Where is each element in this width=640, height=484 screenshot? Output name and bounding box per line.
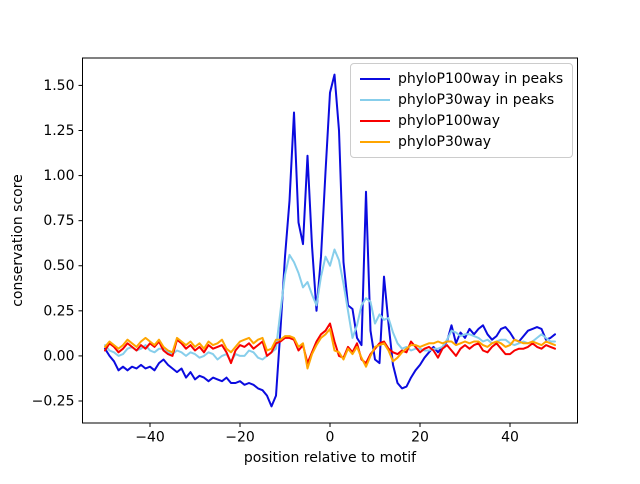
legend-swatch-phylop30way-in-peaks (360, 99, 390, 101)
y-axis-label: conservation score (10, 174, 26, 307)
series-line-phylop100way (104, 322, 556, 365)
legend: phyloP100way in peaks phyloP30way in pea… (350, 63, 574, 158)
y-tick-label: −0.25 (32, 393, 75, 409)
x-tick-label: 40 (501, 430, 519, 446)
y-tick-label: 1.50 (43, 78, 74, 94)
legend-item: phyloP30way (360, 133, 563, 151)
y-tick-label: 0.50 (43, 258, 74, 274)
y-tick-label: 1.25 (43, 123, 74, 139)
legend-swatch-phylop100way (360, 120, 390, 122)
series-line-phylop30way (104, 327, 556, 370)
legend-label: phyloP30way in peaks (398, 92, 555, 108)
y-tick-label: 1.00 (43, 168, 74, 184)
plot-frame (82, 57, 578, 424)
legend-swatch-phylop100way-in-peaks (360, 78, 390, 80)
x-tick-label: 20 (411, 430, 429, 446)
y-tick-label: 0.25 (43, 303, 74, 319)
legend-swatch-phylop30way (360, 141, 390, 143)
x-tick-label: 0 (326, 430, 335, 446)
x-tick-label: −20 (225, 430, 255, 446)
legend-label: phyloP30way (398, 134, 492, 150)
legend-item: phyloP30way in peaks (360, 91, 563, 109)
legend-item: phyloP100way in peaks (360, 70, 563, 88)
legend-item: phyloP100way (360, 112, 563, 130)
y-tick-label: 0.00 (43, 348, 74, 364)
x-axis-label: position relative to motif (244, 450, 417, 466)
legend-label: phyloP100way in peaks (398, 71, 564, 87)
x-tick-label: −40 (135, 430, 165, 446)
series-line-phylop30way-in-peaks (104, 248, 556, 363)
legend-label: phyloP100way (398, 113, 500, 129)
y-tick-label: 0.75 (43, 213, 74, 229)
series-line-phylop100way-in-peaks (104, 73, 556, 408)
